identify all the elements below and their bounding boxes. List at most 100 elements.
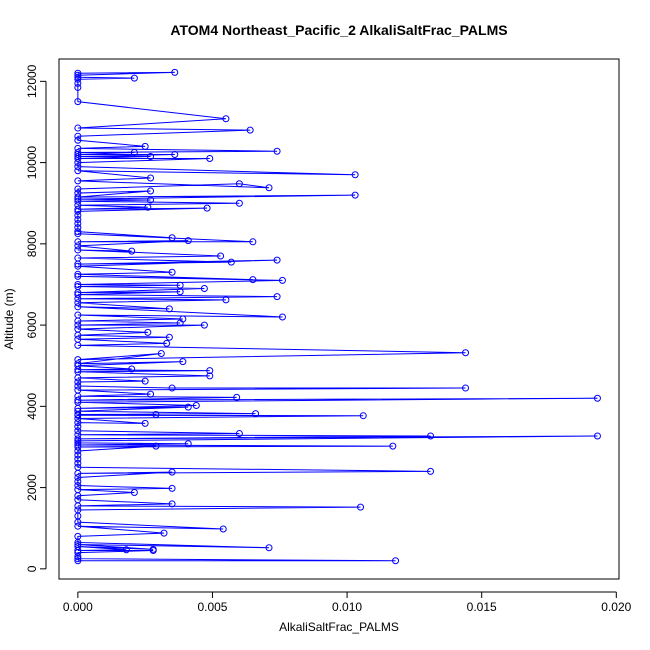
data-point bbox=[74, 295, 82, 303]
data-point bbox=[74, 478, 82, 485]
x-tick-label: 0.000 bbox=[63, 600, 93, 614]
data-point bbox=[74, 211, 82, 219]
data-point bbox=[74, 177, 82, 185]
data-point bbox=[74, 469, 82, 477]
data-point bbox=[273, 147, 281, 155]
data-point bbox=[74, 451, 82, 459]
data-point bbox=[206, 155, 214, 163]
data-point bbox=[74, 185, 82, 193]
data-point bbox=[235, 180, 243, 188]
data-point bbox=[168, 234, 176, 242]
data-point bbox=[235, 199, 243, 207]
data-point bbox=[74, 555, 82, 563]
data-point bbox=[74, 382, 82, 390]
data-point bbox=[74, 317, 82, 325]
data-point bbox=[74, 262, 82, 270]
data-point bbox=[74, 75, 82, 83]
data-point bbox=[278, 313, 286, 321]
data-point bbox=[74, 303, 82, 311]
data-point bbox=[147, 390, 155, 398]
data-point bbox=[141, 142, 149, 150]
data-point bbox=[144, 328, 152, 336]
data-point bbox=[351, 171, 359, 179]
data-point bbox=[74, 482, 82, 490]
data-point bbox=[160, 529, 168, 537]
y-tick-label: 8000 bbox=[25, 230, 39, 257]
data-point bbox=[74, 331, 82, 339]
data-point bbox=[184, 237, 192, 245]
data-point bbox=[233, 393, 241, 401]
data-point bbox=[163, 339, 171, 347]
data-point bbox=[74, 522, 82, 530]
data-point bbox=[184, 440, 192, 448]
data-point bbox=[74, 79, 82, 87]
data-point bbox=[165, 333, 173, 341]
data-point bbox=[74, 538, 82, 546]
data-point bbox=[249, 238, 257, 246]
data-point bbox=[168, 500, 176, 508]
data-point bbox=[74, 167, 82, 175]
data-point bbox=[141, 377, 149, 385]
data-point bbox=[74, 163, 82, 171]
data-point bbox=[122, 546, 130, 554]
data-point bbox=[74, 220, 82, 228]
data-point bbox=[74, 228, 82, 236]
series-line bbox=[77, 71, 598, 562]
data-point bbox=[74, 230, 82, 238]
data-point bbox=[74, 557, 82, 565]
y-axis: 0 2000 4000 6000 8000 10000 12000 bbox=[25, 64, 47, 572]
data-point bbox=[168, 268, 176, 276]
data-point bbox=[152, 410, 160, 418]
data-point bbox=[147, 174, 155, 182]
data-point bbox=[130, 488, 138, 496]
data-point bbox=[74, 411, 82, 419]
y-tick-label: 10000 bbox=[25, 146, 39, 180]
data-point bbox=[427, 432, 435, 440]
data-point bbox=[74, 83, 82, 91]
data-point bbox=[176, 319, 184, 327]
data-point bbox=[74, 215, 82, 223]
data-point bbox=[74, 124, 82, 132]
data-point bbox=[152, 442, 160, 450]
data-point bbox=[265, 544, 273, 552]
data-point bbox=[147, 196, 155, 204]
y-tick-label: 6000 bbox=[25, 311, 39, 338]
data-point bbox=[74, 136, 82, 144]
data-point bbox=[74, 518, 82, 526]
x-tick-label: 0.020 bbox=[601, 600, 631, 614]
data-point bbox=[74, 427, 82, 435]
data-point bbox=[462, 384, 470, 392]
data-point bbox=[74, 341, 82, 349]
data-point bbox=[252, 410, 260, 418]
data-point bbox=[389, 442, 397, 450]
data-point bbox=[217, 252, 225, 260]
data-point bbox=[593, 394, 601, 402]
data-point bbox=[74, 455, 82, 463]
data-point bbox=[74, 321, 82, 329]
x-axis: 0.000 0.005 0.010 0.015 0.020 bbox=[63, 591, 632, 614]
data-point bbox=[74, 98, 82, 106]
data-point bbox=[74, 366, 82, 374]
data-point bbox=[74, 238, 82, 246]
data-point bbox=[222, 115, 230, 123]
data-point bbox=[128, 247, 136, 255]
data-point bbox=[200, 321, 208, 329]
data-point bbox=[74, 473, 82, 481]
data-point bbox=[222, 296, 230, 304]
data-point bbox=[351, 191, 359, 199]
data-point bbox=[176, 288, 184, 296]
data-point bbox=[359, 412, 367, 420]
data-point bbox=[74, 407, 82, 415]
x-tick-label: 0.015 bbox=[467, 600, 497, 614]
data-point bbox=[392, 557, 400, 565]
data-point bbox=[235, 430, 243, 438]
data-point bbox=[206, 367, 214, 375]
data-point bbox=[74, 207, 82, 215]
x-tick-label: 0.005 bbox=[197, 600, 227, 614]
data-point bbox=[249, 276, 257, 284]
data-point bbox=[74, 553, 82, 561]
chart-title: ATOM4 Northeast_Pacific_2 AlkaliSaltFrac… bbox=[170, 22, 507, 38]
data-point bbox=[74, 423, 82, 431]
data-point bbox=[273, 293, 281, 301]
